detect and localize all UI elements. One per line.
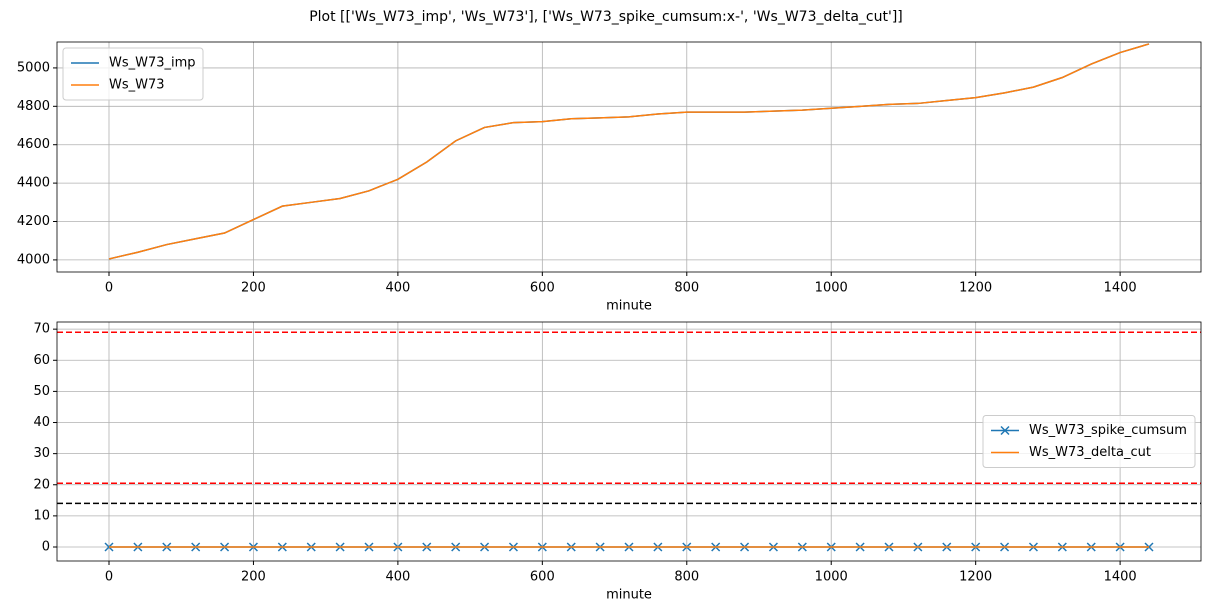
y-tick-label: 4400 <box>17 176 50 191</box>
x-tick-label: 400 <box>385 281 410 296</box>
x-tick-label: 1000 <box>815 281 848 296</box>
x-axis-label: minute <box>606 299 652 314</box>
x-tick-label: 800 <box>674 570 699 585</box>
y-tick-label: 50 <box>33 384 50 399</box>
y-tick-label: 4800 <box>17 99 50 114</box>
y-tick-label: 4600 <box>17 137 50 152</box>
x-tick-label: 1200 <box>959 570 992 585</box>
legend-label: Ws_W73_delta_cut <box>1029 445 1151 460</box>
legend-label: Ws_W73 <box>109 78 165 93</box>
x-tick-label: 1400 <box>1104 570 1137 585</box>
legend-label: Ws_W73_spike_cumsum <box>1029 423 1187 438</box>
x-tick-label: 1400 <box>1104 281 1137 296</box>
x-tick-label: 200 <box>241 570 266 585</box>
legend-box <box>62 47 204 101</box>
x-tick-label: 600 <box>530 570 555 585</box>
x-tick-label: 800 <box>674 281 699 296</box>
y-tick-label: 20 <box>33 477 50 492</box>
y-tick-label: 4200 <box>17 214 50 229</box>
legend-label: Ws_W73_imp <box>109 56 196 71</box>
y-tick-label: 40 <box>33 415 50 430</box>
y-tick-label: 30 <box>33 446 50 461</box>
y-tick-label: 0 <box>42 539 50 554</box>
x-tick-label: 0 <box>105 281 113 296</box>
y-tick-label: 70 <box>33 322 50 337</box>
x-tick-label: 1200 <box>959 281 992 296</box>
x-tick-label: 400 <box>385 570 410 585</box>
legend-marker <box>1000 425 1010 436</box>
legend-box <box>982 415 1196 468</box>
y-tick-label: 5000 <box>17 60 50 75</box>
y-tick-label: 60 <box>33 353 50 368</box>
x-tick-label: 200 <box>241 281 266 296</box>
series-line <box>108 43 1150 260</box>
plot-frame <box>56 41 1202 273</box>
plot-frame <box>56 321 1202 562</box>
y-tick-label: 10 <box>33 508 50 523</box>
x-tick-label: 0 <box>105 570 113 585</box>
series-line <box>108 43 1150 260</box>
x-tick-label: 600 <box>530 281 555 296</box>
y-tick-label: 4000 <box>17 252 50 267</box>
x-tick-label: 1000 <box>815 570 848 585</box>
figure-title: Plot [['Ws_W73_imp', 'Ws_W73'], ['Ws_W73… <box>309 9 903 25</box>
x-axis-label: minute <box>606 588 652 603</box>
